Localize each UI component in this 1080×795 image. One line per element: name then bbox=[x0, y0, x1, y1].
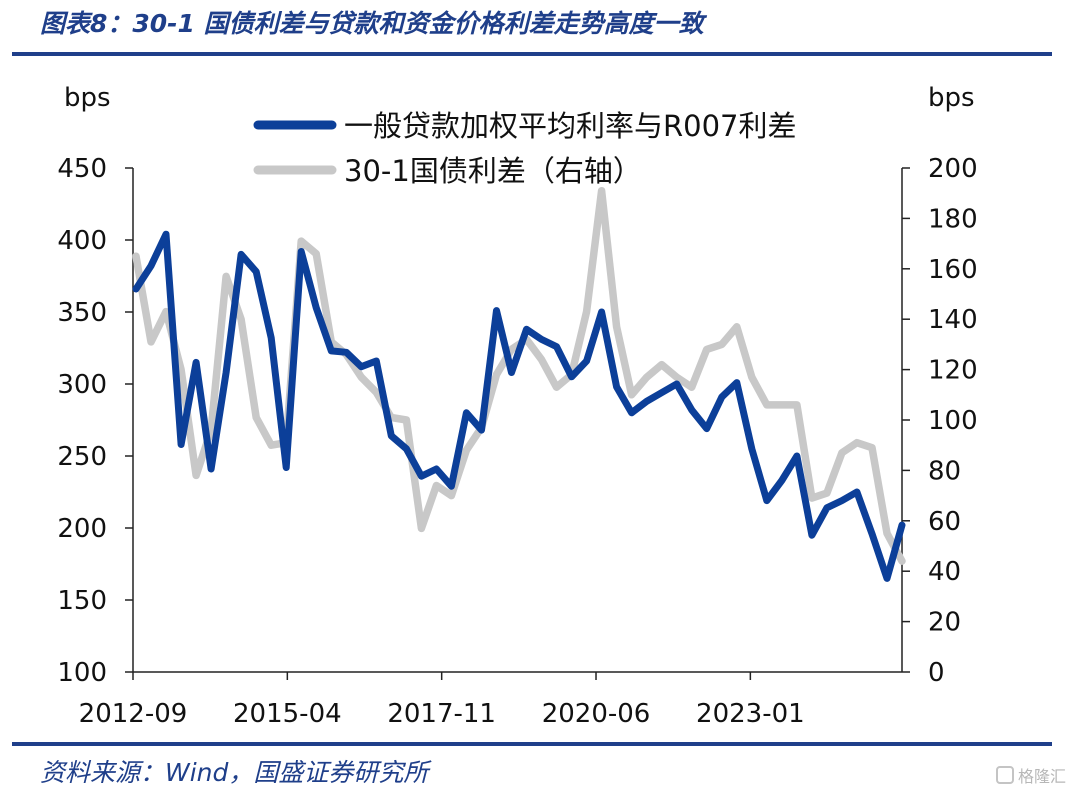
right-y-tick-label: 40 bbox=[928, 557, 961, 587]
left-y-tick-label: 300 bbox=[57, 370, 107, 400]
x-tick-label: 2015-04 bbox=[233, 699, 342, 729]
series-line-loan-r007-spread bbox=[132, 230, 906, 582]
legend-label-series-2: 30-1国债利差（右轴） bbox=[344, 154, 642, 188]
left-y-tick-label: 400 bbox=[57, 226, 107, 256]
right-y-tick-label: 180 bbox=[928, 204, 978, 234]
right-y-tick-label: 120 bbox=[928, 356, 978, 386]
watermark-text: 格隆汇 bbox=[1017, 767, 1066, 786]
series-line-30-1-spread bbox=[132, 186, 906, 565]
x-tick-label: 2023-01 bbox=[696, 699, 805, 729]
left-y-tick-label: 200 bbox=[57, 514, 107, 544]
right-y-tick-label: 100 bbox=[928, 406, 978, 436]
axes: 100 150 200 250 300 350 400 450 0 20 40 60 80 100 120 1… bbox=[57, 154, 977, 729]
right-y-tick-label: 20 bbox=[928, 608, 961, 638]
legend: 一般贷款加权平均利率与R007利差 30-1国债利差（右轴） bbox=[253, 109, 797, 188]
legend-label-series-1: 一般贷款加权平均利率与R007利差 bbox=[344, 109, 797, 143]
x-tick-label: 2012-09 bbox=[79, 699, 188, 729]
left-y-tick-label: 450 bbox=[57, 154, 107, 184]
right-y-tick-label: 200 bbox=[928, 154, 978, 184]
x-tick-label: 2017-11 bbox=[387, 699, 496, 729]
right-y-tick-label: 80 bbox=[928, 456, 961, 486]
chart: bps bps 一般贷款加权平均利率与R007利差 30-1国债利差（右轴） 1… bbox=[57, 83, 977, 729]
right-y-tick-label: 140 bbox=[928, 305, 978, 335]
top-rule bbox=[12, 52, 1052, 56]
watermark: 格隆汇 bbox=[995, 763, 1066, 787]
left-y-tick-label: 350 bbox=[57, 298, 107, 328]
left-y-tick-label: 250 bbox=[57, 442, 107, 472]
left-y-tick-label: 100 bbox=[57, 658, 107, 688]
left-axis-unit: bps bbox=[64, 83, 111, 113]
source-note: 资料来源：Wind，国盛证券研究所 bbox=[40, 758, 429, 787]
figure-title: 图表8：30-1 国债利差与贷款和资金价格利差走势高度一致 bbox=[40, 9, 704, 38]
bottom-rule bbox=[12, 742, 1052, 746]
right-y-tick-label: 60 bbox=[928, 507, 961, 537]
left-y-tick-label: 150 bbox=[57, 586, 107, 616]
watermark-logo-icon bbox=[995, 766, 1014, 784]
right-y-tick-label: 160 bbox=[928, 255, 978, 285]
series-layer bbox=[132, 186, 906, 582]
right-y-tick-label: 0 bbox=[928, 658, 945, 688]
x-tick-label: 2020-06 bbox=[542, 699, 651, 729]
right-axis-unit: bps bbox=[928, 83, 975, 113]
